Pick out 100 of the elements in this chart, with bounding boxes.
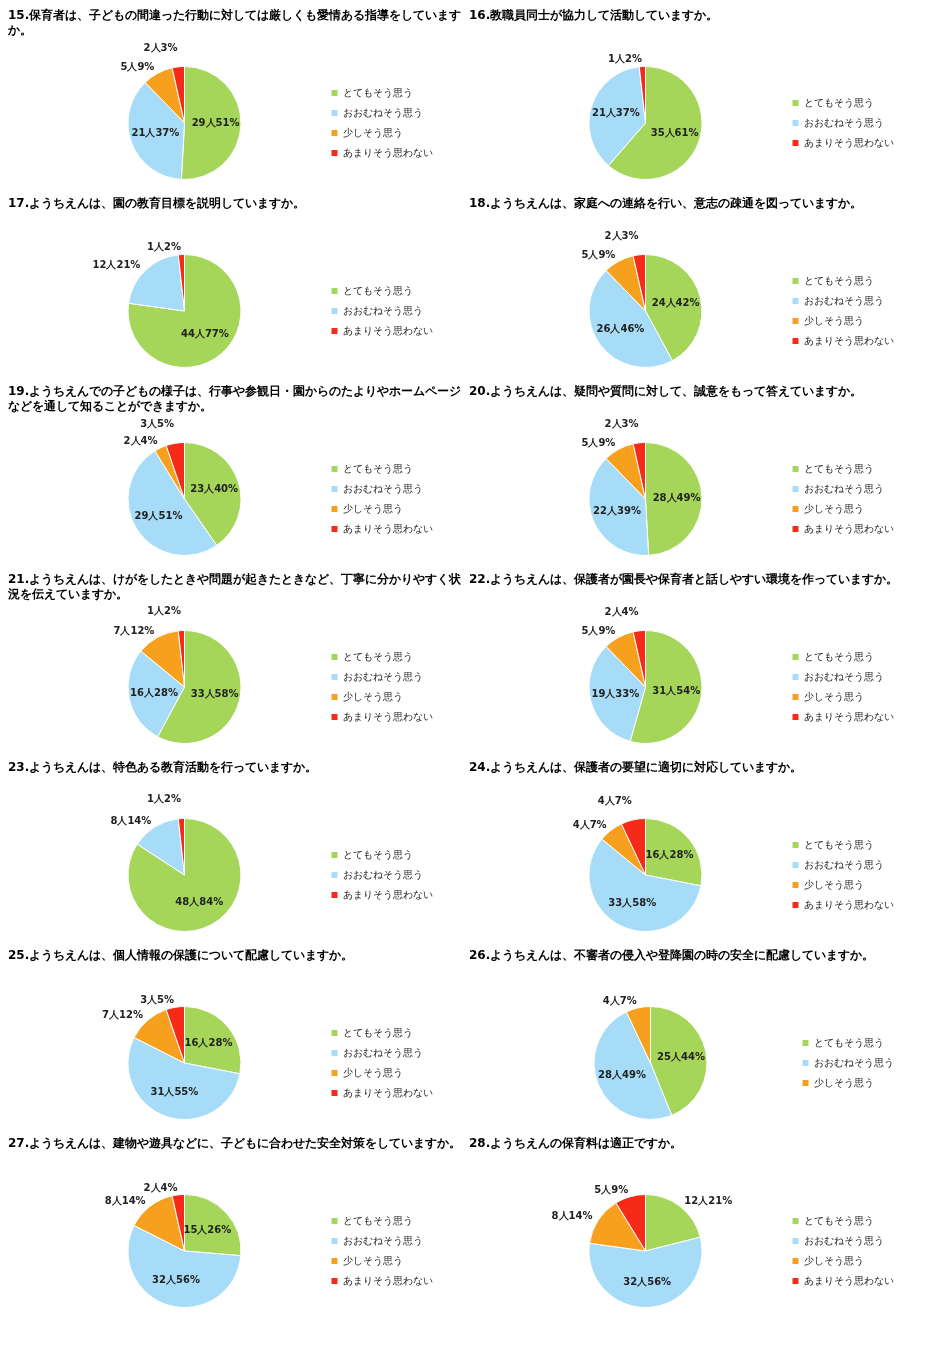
legend-label: 少しそう思う: [343, 690, 403, 702]
legend-label: とてもそう思う: [343, 86, 413, 98]
legend-label: とてもそう思う: [343, 1214, 413, 1226]
legend-label: とてもそう思う: [343, 284, 413, 296]
data-label: 2人4%: [604, 605, 639, 617]
legend-label: あまりそう思わない: [343, 710, 433, 722]
data-label: 22人39%: [593, 505, 641, 517]
legend-label: おおむねそう思う: [343, 868, 423, 880]
legend-label: おおむねそう思う: [804, 670, 884, 682]
legend-label: おおむねそう思う: [343, 304, 423, 316]
data-label: 32人56%: [152, 1274, 200, 1286]
legend-label: おおむねそう思う: [804, 294, 884, 306]
legend-label: あまりそう思わない: [343, 1086, 433, 1098]
data-label: 21人37%: [591, 107, 640, 119]
data-label: 21人37%: [131, 127, 180, 139]
legend-label: おおむねそう思う: [343, 1234, 423, 1246]
data-label: 33人58%: [190, 688, 239, 700]
legend-label: あまりそう思わない: [804, 1274, 894, 1286]
legend-label: とてもそう思う: [804, 838, 874, 850]
data-label: 16人28%: [130, 686, 178, 698]
data-label: 1人2%: [608, 53, 643, 65]
data-label: 26人46%: [596, 323, 645, 334]
legend-label: とてもそう思う: [804, 1214, 874, 1226]
data-label: 28人49%: [598, 1069, 646, 1081]
data-label: 24人42%: [651, 296, 700, 308]
legend-label: とてもそう思う: [804, 462, 874, 474]
legend-label: あまりそう思わない: [343, 888, 433, 900]
chart-title: 22.ようちえんは、保護者が園長や保育者と話しやすい環境を作っていますか。: [469, 572, 900, 588]
data-label: 29人51%: [134, 509, 183, 521]
data-label: 4人7%: [572, 818, 607, 830]
data-label: 2人3%: [604, 417, 639, 429]
data-label: 1人2%: [147, 241, 182, 253]
legend-label: 少しそう思う: [804, 502, 864, 514]
chart-title: 21.ようちえんは、けがをしたときや問題が起きたときなど、丁寧に分かりやすく状況を伝えていますか。: [8, 572, 463, 603]
legend-label: とてもそう思う: [804, 650, 874, 662]
data-label: 33人58%: [608, 896, 657, 908]
data-label: 16人28%: [184, 1036, 233, 1048]
legend-label: あまりそう思わない: [804, 334, 894, 346]
chart-title: 15.保育者は、子どもの間違った行動に対しては厳しくも愛情ある指導をしていますか。: [8, 8, 463, 39]
data-label: 4人7%: [602, 994, 637, 1006]
legend-label: おおむねそう思う: [343, 482, 423, 494]
legend-label: 少しそう思う: [814, 1076, 874, 1088]
data-label: 44人77%: [180, 328, 229, 340]
legend-label: あまりそう思わない: [804, 522, 894, 534]
legend-label: あまりそう思わない: [804, 136, 894, 148]
data-label: 32人56%: [623, 1275, 672, 1287]
data-label: 1人2%: [147, 793, 182, 805]
chart-title: 20.ようちえんは、疑問や質問に対して、誠意をもって答えていますか。: [469, 384, 864, 400]
data-label: 8人14%: [110, 814, 152, 826]
data-label: 3人5%: [140, 418, 175, 430]
legend-label: おおむねそう思う: [804, 116, 884, 128]
data-label: 23人40%: [190, 483, 239, 495]
chart-title: 23.ようちえんは、特色ある教育活動を行っていますか。: [8, 760, 319, 776]
data-label: 19人33%: [591, 688, 640, 700]
chart-title: 19.ようちえんでの子どもの様子は、行事や参観日・園からのたよりやホームページなどを通して知ることができますか。: [8, 384, 463, 415]
data-label: 8人14%: [104, 1194, 146, 1206]
data-label: 3人5%: [140, 994, 175, 1006]
legend-label: おおむねそう思う: [343, 106, 423, 118]
data-label: 4人7%: [597, 794, 632, 806]
data-label: 48人84%: [175, 895, 224, 907]
data-label: 5人9%: [120, 60, 155, 72]
legend-label: 少しそう思う: [343, 1254, 403, 1266]
chart-title: 24.ようちえんは、保護者の要望に適切に対応していますか。: [469, 760, 804, 776]
data-label: 7人12%: [113, 624, 155, 636]
chart-title: 26.ようちえんは、不審者の侵入や登降園の時の安全に配慮していますか。: [469, 948, 876, 964]
legend-label: 少しそう思う: [343, 1066, 403, 1078]
legend-label: 少しそう思う: [343, 126, 403, 138]
legend-label: おおむねそう思う: [343, 1046, 423, 1058]
legend-label: とてもそう思う: [804, 274, 874, 286]
data-label: 2人4%: [143, 1181, 178, 1193]
legend-label: おおむねそう思う: [804, 482, 884, 494]
chart-title: 25.ようちえんは、個人情報の保護について配慮していますか。: [8, 948, 355, 964]
legend-label: とてもそう思う: [343, 462, 413, 474]
chart-title: 28.ようちえんの保育料は適正ですか。: [469, 1136, 684, 1152]
legend-label: とてもそう思う: [814, 1036, 884, 1048]
legend-label: あまりそう思わない: [343, 522, 433, 534]
data-label: 1人2%: [147, 605, 182, 617]
data-label: 5人9%: [581, 436, 616, 448]
chart-title: 17.ようちえんは、園の教育目標を説明していますか。: [8, 196, 307, 212]
legend-label: あまりそう思わない: [343, 146, 433, 158]
data-label: 2人4%: [123, 435, 158, 447]
data-label: 25人44%: [657, 1050, 705, 1062]
data-label: 5人9%: [581, 248, 616, 260]
legend-label: おおむねそう思う: [814, 1056, 894, 1068]
legend-label: おおむねそう思う: [804, 1234, 884, 1246]
legend-label: あまりそう思わない: [804, 710, 894, 722]
data-label: 29人51%: [191, 117, 240, 129]
legend-label: とてもそう思う: [343, 650, 413, 662]
data-label: 2人3%: [604, 229, 639, 241]
legend-label: とてもそう思う: [343, 848, 413, 860]
data-label: 5人9%: [594, 1183, 629, 1195]
legend-label: 少しそう思う: [804, 690, 864, 702]
legend-label: あまりそう思わない: [343, 324, 433, 336]
data-label: 7人12%: [102, 1008, 143, 1020]
data-label: 2人3%: [143, 41, 178, 53]
data-label: 12人21%: [92, 259, 141, 271]
legend-label: あまりそう思わない: [343, 1274, 433, 1286]
legend-label: 少しそう思う: [343, 502, 403, 514]
legend-label: おおむねそう思う: [343, 670, 423, 682]
legend-label: 少しそう思う: [804, 878, 864, 890]
